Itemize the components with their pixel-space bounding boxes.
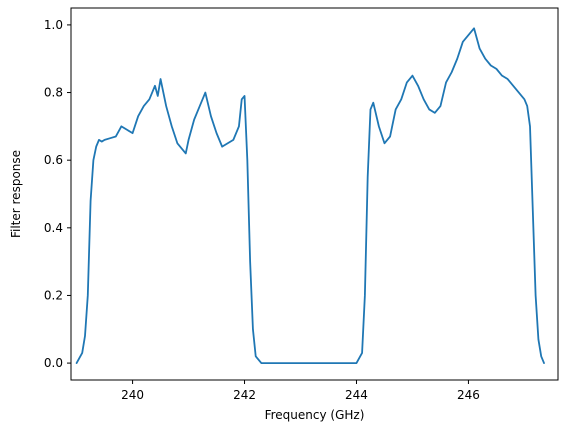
x-tick-label: 244 [345,388,368,402]
y-tick-label: 0.4 [44,221,63,235]
y-tick-label: 0.8 [44,86,63,100]
series-line-0 [75,27,545,364]
x-axis: 240 242 244 246 [121,380,480,402]
y-tick-label: 0.6 [44,153,63,167]
plot-frame [70,7,559,381]
x-axis-label: Frequency (GHz) [265,408,365,422]
y-tick-label: 1.0 [44,18,63,32]
x-tick-label: 242 [233,388,256,402]
y-axis-label: Filter response [9,150,23,238]
x-tick-label: 246 [457,388,480,402]
x-tick-label: 240 [121,388,144,402]
series-layer [75,27,545,364]
y-tick-label: 0.0 [44,356,63,370]
y-tick-label: 0.2 [44,288,63,302]
y-axis: 0.0 0.2 0.4 0.6 0.8 1.0 [44,18,71,370]
